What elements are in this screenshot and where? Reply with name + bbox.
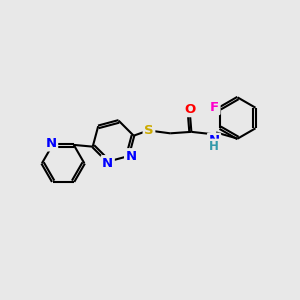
- Text: O: O: [184, 103, 196, 116]
- Text: N: N: [208, 134, 220, 147]
- Text: N: N: [126, 150, 137, 163]
- Text: S: S: [144, 124, 154, 137]
- Text: H: H: [209, 140, 219, 153]
- Text: F: F: [210, 100, 219, 114]
- Text: N: N: [46, 137, 57, 150]
- Text: N: N: [102, 157, 113, 169]
